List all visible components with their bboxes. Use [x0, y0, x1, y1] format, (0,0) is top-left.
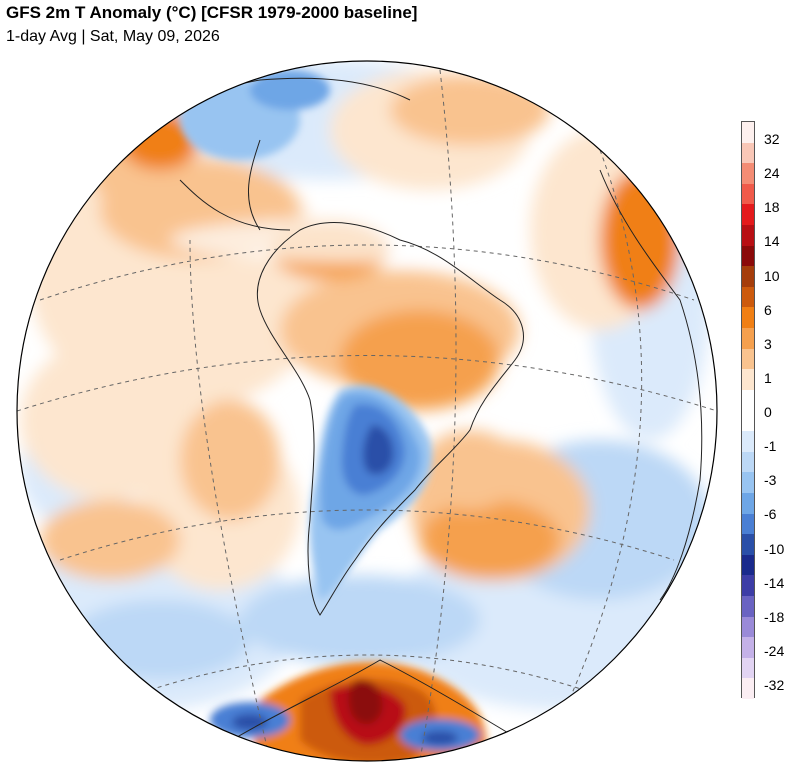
colorbar-segment	[742, 513, 754, 535]
south-america-outline	[256, 222, 524, 616]
colorbar-tick: 24	[764, 165, 780, 182]
colorbar-segment	[742, 348, 754, 370]
colorbar-segment	[742, 492, 754, 515]
colorbar-tick: 6	[764, 301, 772, 318]
colorbar-segment	[742, 616, 754, 638]
colorbar-tick: -6	[764, 506, 777, 523]
colorbar-segment	[742, 595, 754, 618]
colorbar-tick: -24	[764, 642, 785, 659]
colorbar-segment	[742, 245, 754, 267]
colorbar-segment	[742, 142, 754, 164]
colorbar-segment	[742, 637, 754, 659]
colorbar-segment	[742, 534, 754, 556]
colorbar-tick: 14	[764, 233, 780, 250]
colorbar-tick: 3	[764, 335, 772, 352]
colorbar-tick: 18	[764, 199, 780, 216]
colorbar-segment	[742, 410, 754, 432]
colorbar-segment	[742, 328, 754, 350]
colorbar-segment	[742, 369, 754, 391]
colorbar-segment	[742, 225, 754, 247]
colorbar-segment	[742, 307, 754, 329]
colorbar-segment	[742, 575, 754, 597]
colorbar-tick: -14	[764, 574, 785, 591]
colorbar-segment	[742, 472, 754, 494]
colorbar-tick: -10	[764, 540, 785, 557]
antarctica-outline	[199, 659, 521, 761]
globe-border	[16, 60, 718, 762]
colorbar-segment	[742, 657, 754, 679]
colorbar-tick: 1	[764, 369, 772, 386]
colorbar-tick: -18	[764, 608, 785, 625]
colorbar	[741, 121, 755, 700]
colorbar-tick: 10	[764, 267, 780, 284]
colorbar-segment	[742, 286, 754, 308]
colorbar-segment	[742, 431, 754, 453]
africa-outline	[599, 169, 703, 601]
colorbar-tick: 0	[764, 404, 772, 420]
colorbar-segment	[742, 389, 754, 411]
map-title: GFS 2m T Anomaly (°C) [CFSR 1979-2000 ba…	[6, 3, 418, 22]
colorbar-segment	[742, 678, 754, 700]
colorbar-tick: -3	[764, 472, 777, 489]
colorbar-segment	[742, 204, 754, 226]
graticule	[17, 69, 717, 761]
colorbar-segment	[742, 122, 754, 144]
colorbar-tick: 32	[764, 131, 780, 147]
colorbar-tick: -32	[764, 677, 785, 693]
map-subtitle: 1-day Avg | Sat, May 09, 2026	[6, 28, 220, 45]
colorbar-tick: -1	[764, 438, 777, 455]
colorbar-segment	[742, 183, 754, 205]
colorbar-segment	[742, 451, 754, 473]
colorbar-segment	[742, 163, 754, 185]
colorbar-segment	[742, 266, 754, 288]
colorbar-segment	[742, 554, 754, 576]
